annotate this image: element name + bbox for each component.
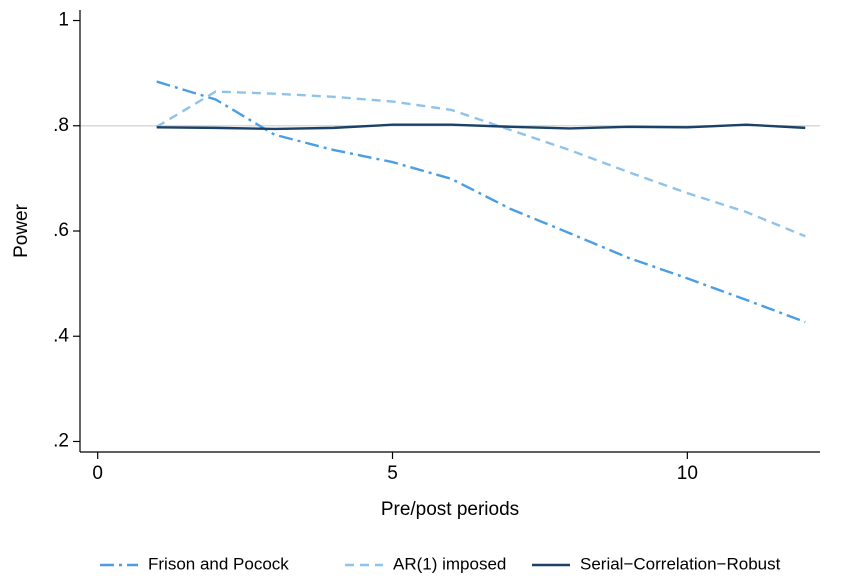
legend-label: Serial−Correlation−Robust xyxy=(580,554,781,573)
x-tick-label: 0 xyxy=(92,463,103,484)
y-tick-label: .4 xyxy=(53,325,69,346)
x-axis-label: Pre/post periods xyxy=(381,499,519,520)
y-axis-label: Power xyxy=(11,203,32,258)
y-tick-label: .2 xyxy=(53,430,69,451)
x-tick-label: 10 xyxy=(677,463,698,484)
y-tick-label: .8 xyxy=(53,115,69,136)
y-tick-label: .6 xyxy=(53,220,69,241)
series-line xyxy=(156,80,806,324)
y-tick-label: 1 xyxy=(58,10,69,31)
series-line xyxy=(156,123,806,131)
legend-label: Frison and Pocock xyxy=(148,554,289,573)
series-line xyxy=(156,90,806,238)
legend-label: AR(1) imposed xyxy=(393,554,506,573)
x-tick-label: 5 xyxy=(387,463,398,484)
